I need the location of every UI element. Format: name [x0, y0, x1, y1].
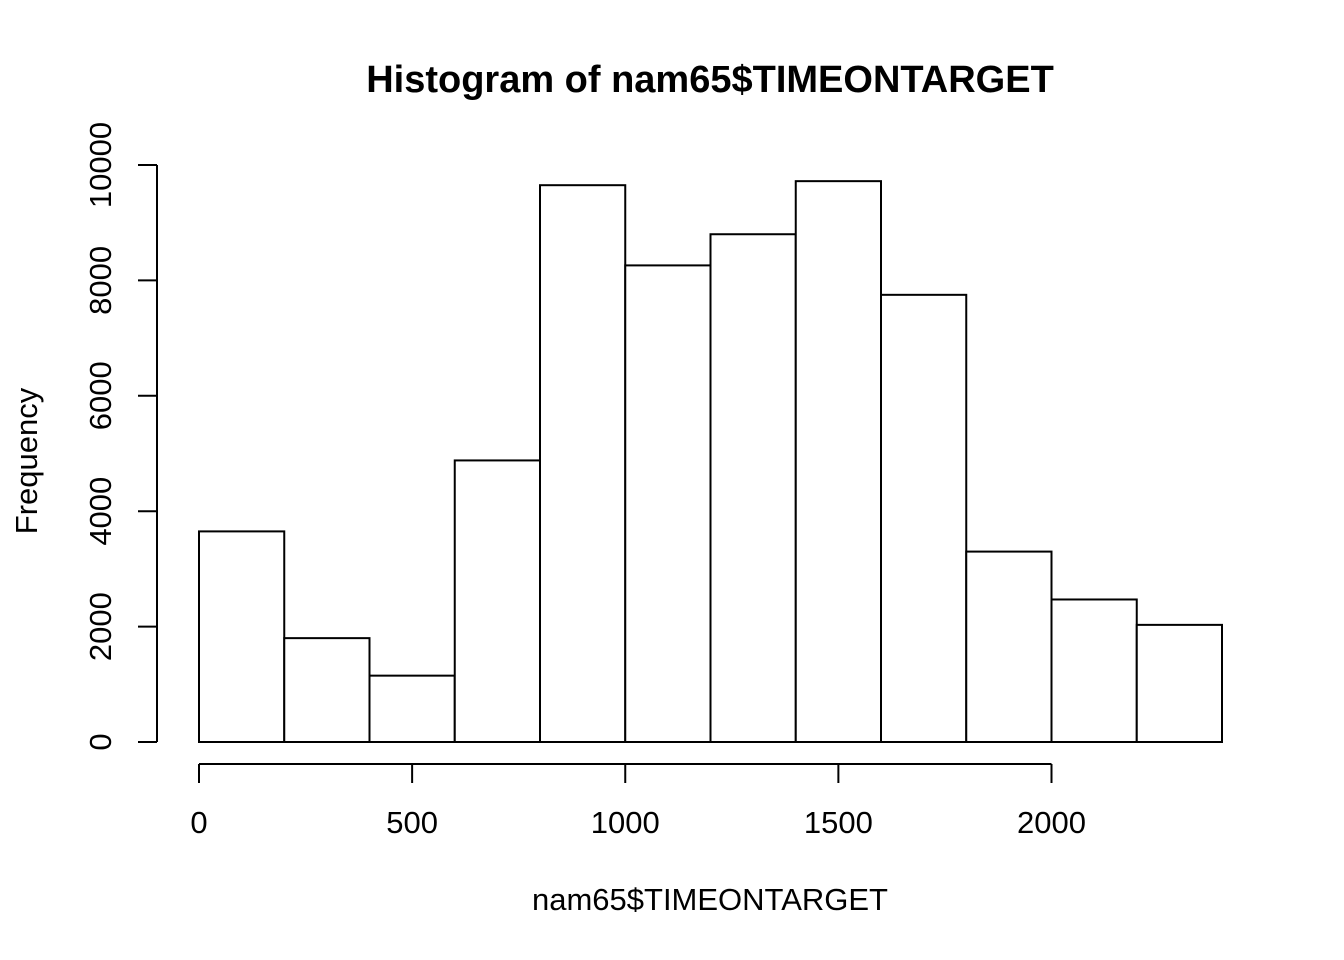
histogram-bar-9 [965, 550, 1053, 744]
y-tick-label-3: 6000 [83, 361, 118, 430]
x-tick-label-4: 2000 [1017, 805, 1086, 840]
y-tick-label-0: 0 [83, 733, 118, 750]
histogram-bar-5 [624, 264, 712, 743]
y-axis-label: Frequency [9, 387, 44, 534]
x-axis: 0 500 1000 1500 2000 [190, 763, 1086, 840]
y-axis: 0 2000 4000 6000 8000 10000 [83, 122, 158, 751]
x-axis-label: nam65$TIMEONTARGET [532, 882, 888, 917]
histogram-bar-2 [368, 674, 456, 744]
histogram-bar-3 [453, 459, 541, 743]
histogram-bar-1 [283, 637, 371, 744]
y-tick-label-1: 2000 [83, 592, 118, 661]
histogram-bar-10 [1050, 598, 1138, 744]
histogram-bar-4 [539, 184, 627, 743]
x-tick-label-0: 0 [190, 805, 207, 840]
histogram-bar-6 [709, 233, 797, 744]
histogram-bar-7 [794, 180, 882, 743]
x-tick-label-1: 500 [386, 805, 438, 840]
chart-title: Histogram of nam65$TIMEONTARGET [366, 59, 1054, 101]
histogram-bar-0 [198, 530, 286, 744]
y-tick-label-4: 8000 [83, 246, 118, 315]
y-tick-label-2: 4000 [83, 477, 118, 546]
histogram-bar-8 [880, 293, 968, 743]
y-tick-label-5: 10000 [83, 122, 118, 208]
x-tick-label-3: 1500 [804, 805, 873, 840]
histogram-bar-11 [1135, 623, 1223, 744]
x-tick-label-2: 1000 [591, 805, 660, 840]
bars-group [198, 180, 1223, 744]
